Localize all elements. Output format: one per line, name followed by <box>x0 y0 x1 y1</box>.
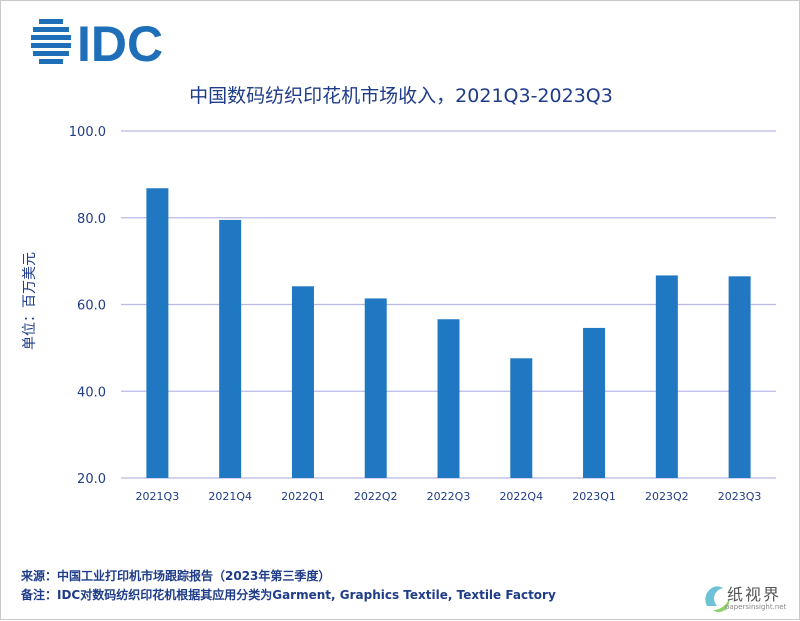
x-tick-label: 2022Q4 <box>499 490 543 503</box>
footer-source: 来源：中国工业打印机市场跟踪报告（2023年第三季度） <box>21 569 331 583</box>
x-tick-label: 2022Q2 <box>354 490 398 503</box>
bar <box>437 319 460 478</box>
x-tick-label: 2022Q3 <box>427 490 471 503</box>
y-tick-label: 20.0 <box>77 472 106 487</box>
x-tick-label: 2023Q2 <box>645 490 689 503</box>
bar <box>219 219 242 478</box>
x-tick-label: 2023Q1 <box>572 490 616 503</box>
x-tick-label: 2022Q1 <box>281 490 325 503</box>
watermark-text: 纸视界 <box>727 585 782 604</box>
y-tick-label: 40.0 <box>77 385 106 400</box>
bar <box>655 275 678 478</box>
x-tick-label: 2021Q4 <box>208 490 252 503</box>
footer-note: 备注：IDC对数码纺织印花机根据其应用分类为Garment, Graphics … <box>21 588 556 602</box>
y-tick-label: 80.0 <box>77 212 106 227</box>
bar <box>510 358 533 478</box>
bar <box>728 276 751 478</box>
y-tick-label: 100.0 <box>69 125 106 140</box>
watermark-logo-icon <box>705 586 730 613</box>
y-tick-label: 60.0 <box>77 299 106 314</box>
bar <box>291 286 314 478</box>
x-tick-label: 2021Q3 <box>136 490 180 503</box>
idc-logo: IDC <box>31 16 163 67</box>
watermark-url: papersinsight.net <box>725 603 787 611</box>
idc-globe-icon <box>31 19 71 64</box>
chart-title: 中国数码纺织印花机市场收入，2021Q3-2023Q3 <box>189 85 613 107</box>
bar <box>364 298 387 478</box>
idc-logo-text: IDC <box>77 16 163 67</box>
bar <box>583 327 606 478</box>
bar <box>146 188 169 478</box>
x-tick-label: 2023Q3 <box>718 490 762 503</box>
